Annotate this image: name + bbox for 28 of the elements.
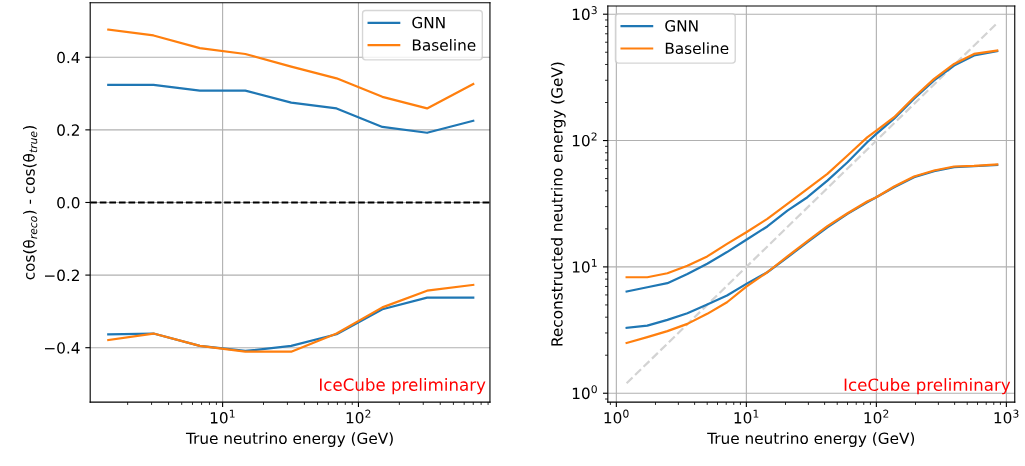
annotation: IceCube preliminary bbox=[319, 378, 486, 395]
line-series bbox=[107, 83, 475, 134]
legend-label: GNN bbox=[412, 16, 445, 29]
y-tick-label: −0.4 bbox=[45, 342, 80, 354]
x-tick-label: 10$^{2}$ bbox=[346, 409, 371, 424]
y-tick-label: 10$^{1}$ bbox=[572, 258, 597, 273]
legend-label: Baseline bbox=[412, 38, 476, 51]
y-tick-label: 10$^{0}$ bbox=[572, 385, 597, 400]
y-tick-label: 0.0 bbox=[57, 196, 80, 209]
y-axis-title: Reconstructed neutrino energy (GeV) bbox=[550, 62, 566, 346]
legend-label: GNN bbox=[665, 20, 698, 32]
y-tick-label: 10$^{2}$ bbox=[572, 132, 597, 147]
x-tick-label: 10$^{0}$ bbox=[604, 409, 629, 424]
y-tick-label: 0.2 bbox=[57, 124, 79, 136]
line-series bbox=[107, 283, 475, 353]
y-tick-label: −0.2 bbox=[45, 269, 79, 282]
y-tick-label: 0.4 bbox=[57, 51, 80, 64]
legend-label: Baseline bbox=[665, 42, 729, 55]
x-tick-label: 10$^{1}$ bbox=[210, 409, 235, 424]
y-tick-label: 10$^{3}$ bbox=[572, 6, 597, 21]
x-axis-title: True neutrino energy (GeV) bbox=[185, 432, 393, 448]
y-axis-title: cos(θ$_{reco}$) - cos(θ$_{true}$) bbox=[22, 125, 38, 280]
x-tick-label: 10$^{3}$ bbox=[994, 409, 1019, 424]
x-tick-label: 10$^{2}$ bbox=[864, 409, 889, 424]
annotation: IceCube preliminary bbox=[844, 378, 1011, 395]
x-axis-title: True neutrino energy (GeV) bbox=[707, 432, 915, 448]
x-tick-label: 10$^{1}$ bbox=[734, 409, 759, 424]
line-series bbox=[107, 28, 475, 110]
